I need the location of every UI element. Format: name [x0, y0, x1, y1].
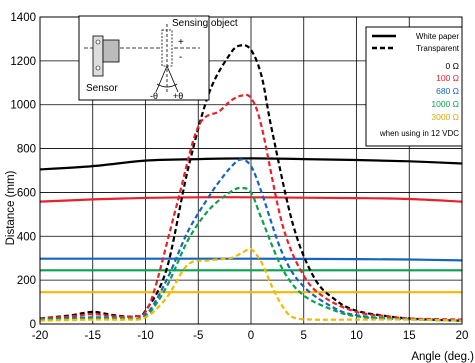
- legend-100-ohm-label: 100 Ω: [436, 73, 459, 83]
- y-tick-label: 0: [30, 319, 36, 331]
- legend-0-ohm-label: 0 Ω: [446, 61, 459, 71]
- y-axis-label: Distance (mm): [5, 170, 17, 245]
- sensing-object-label: Sensing object: [172, 18, 238, 29]
- plot-frame: [39, 16, 463, 325]
- x-tick-label: 0: [248, 330, 254, 342]
- series-line: [39, 196, 463, 203]
- x-axis-label: Angle (deg.): [411, 351, 474, 363]
- sensor-label: Sensor: [86, 83, 118, 94]
- plus-sign-label: +: [178, 37, 184, 48]
- x-tick-label: 10: [350, 330, 363, 342]
- y-tick-labels: 0 200 400 600 800 1000 1200 1400: [10, 12, 36, 331]
- series-line: [40, 257, 463, 262]
- minus-sign-label: -: [179, 52, 182, 63]
- sensor-head-shape: [102, 39, 120, 63]
- y-tick-label: 1000: [10, 100, 36, 112]
- x-tick-label: -20: [32, 330, 49, 342]
- series-line: [39, 157, 463, 171]
- y-tick-label: 800: [17, 144, 36, 156]
- x-tick-label: -10: [137, 330, 154, 342]
- y-tick-label: 1400: [10, 12, 36, 24]
- x-tick-label: 5: [301, 330, 307, 342]
- legend-680-ohm-label: 680 Ω: [436, 86, 459, 96]
- y-tick-label: 400: [17, 231, 36, 243]
- series-line: [39, 248, 463, 322]
- y-tick-label: 200: [17, 275, 36, 287]
- x-tick-label: -15: [84, 330, 101, 342]
- legend-1000-ohm-label: 1000 Ω: [431, 99, 459, 109]
- series-lines: [39, 44, 463, 322]
- legend: White paper Transparent 0 Ω 100 Ω 680 Ω …: [365, 26, 463, 147]
- x-tick-label: 20: [456, 330, 469, 342]
- x-tick-label: 15: [403, 330, 416, 342]
- plus-theta-line: [166, 65, 179, 93]
- inset-diagram: Sensor Sensing object + - -θ +θ: [78, 15, 238, 101]
- sensor-screw-icon: [95, 39, 101, 45]
- y-tick-label: 1200: [10, 56, 36, 68]
- series-line: [39, 93, 463, 321]
- legend-note: when using in 12 VDC: [379, 129, 459, 138]
- legend-white-paper-label: White paper: [416, 32, 459, 41]
- minus-theta-label: -θ: [150, 91, 158, 101]
- legend-3000-ohm-label: 3000 Ω: [431, 112, 459, 122]
- x-tick-label: -5: [193, 330, 203, 342]
- x-tick-labels: -20 -15 -10 -5 0 5 10 15 20: [32, 330, 469, 342]
- plus-theta-label: +θ: [173, 91, 183, 101]
- minus-theta-line: [155, 65, 168, 93]
- rotation-arc: [156, 83, 178, 88]
- legend-transparent-label: Transparent: [416, 44, 460, 53]
- y-tick-label: 600: [17, 187, 36, 199]
- sensor-screw-icon: [95, 65, 101, 71]
